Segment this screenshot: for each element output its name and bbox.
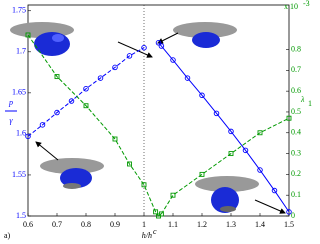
arrow	[117, 41, 153, 58]
marker	[153, 209, 159, 215]
marker	[127, 161, 132, 167]
y-tick-label: 1.65	[12, 88, 26, 97]
y2-tick-label: 0.8	[291, 44, 301, 53]
marker	[54, 109, 60, 116]
x-tick-label: 1.4	[255, 220, 265, 229]
marker	[170, 57, 176, 63]
shape-bottom-right	[195, 176, 259, 213]
x-tick-label: 1	[142, 220, 146, 229]
marker	[25, 133, 31, 140]
series-line	[27, 47, 145, 137]
arrow	[35, 141, 59, 161]
marker	[213, 110, 220, 117]
y2-multiplier-exp: -3	[303, 0, 310, 8]
x-tick-label: 0.6	[23, 220, 33, 229]
shape-bottom-left	[40, 158, 104, 189]
x-axis-label: h/h	[142, 231, 152, 240]
marker	[112, 136, 118, 142]
marker	[286, 209, 292, 215]
marker	[271, 187, 278, 194]
x-tick-label: 0.7	[52, 220, 62, 229]
y2-tick-label: 0.2	[291, 169, 301, 178]
y2-axis-label-sub: 1	[308, 99, 312, 108]
x-tick-label: 1.1	[168, 220, 178, 229]
marker	[199, 92, 205, 99]
marker	[257, 167, 263, 173]
y-tick-label: 1.7	[16, 47, 26, 56]
marker	[257, 130, 263, 136]
y-tick-label: 1.55	[12, 170, 26, 179]
y2-tick-label: 0.7	[291, 65, 301, 74]
marker	[126, 53, 133, 59]
y-axis-label-den: γ	[9, 116, 13, 125]
x-tick-label: 1.3	[226, 220, 236, 229]
marker	[39, 122, 46, 128]
marker	[54, 74, 60, 80]
y2-tick-label: 0.3	[291, 148, 301, 157]
y2-tick-label: 0.4	[291, 128, 301, 137]
marker	[158, 211, 164, 217]
y2-tick-label: 0.1	[291, 190, 301, 199]
x-tick-label: 1.2	[197, 220, 207, 229]
y2-multiplier: x 10	[284, 2, 298, 11]
y2-tick-label: 0.6	[291, 86, 301, 95]
marker	[184, 75, 191, 81]
marker	[199, 171, 205, 177]
marker	[25, 32, 31, 38]
x-tick-label: 0.8	[81, 220, 91, 229]
marker	[228, 151, 234, 157]
marker	[97, 75, 104, 81]
y-tick-label: 1.6	[16, 129, 26, 138]
marker	[68, 98, 75, 104]
marker	[141, 44, 147, 51]
x-tick-label: 0.9	[110, 220, 120, 229]
y-tick-label: 1.75	[12, 6, 26, 15]
marker	[83, 85, 89, 92]
marker	[228, 128, 234, 135]
marker	[158, 43, 165, 49]
y-axis-label-num: p	[8, 98, 13, 107]
marker	[141, 182, 147, 188]
marker	[112, 64, 118, 71]
arrow	[157, 32, 179, 44]
marker	[83, 103, 89, 109]
arrow	[254, 199, 286, 214]
marker	[170, 192, 176, 198]
series-line	[158, 42, 290, 213]
y2-axis-label: λ	[300, 95, 305, 104]
x-axis-label-sup: c	[153, 227, 157, 236]
panel-label: a)	[4, 231, 11, 240]
y2-tick-label: 0.5	[291, 107, 301, 116]
y-tick-label: 1.5	[16, 211, 26, 220]
marker	[242, 147, 249, 154]
y2-tick-label: 0	[291, 211, 295, 220]
marker	[155, 40, 162, 46]
x-tick-label: 1.5	[284, 220, 294, 229]
marker	[286, 115, 292, 121]
shape-top-middle	[173, 22, 237, 48]
